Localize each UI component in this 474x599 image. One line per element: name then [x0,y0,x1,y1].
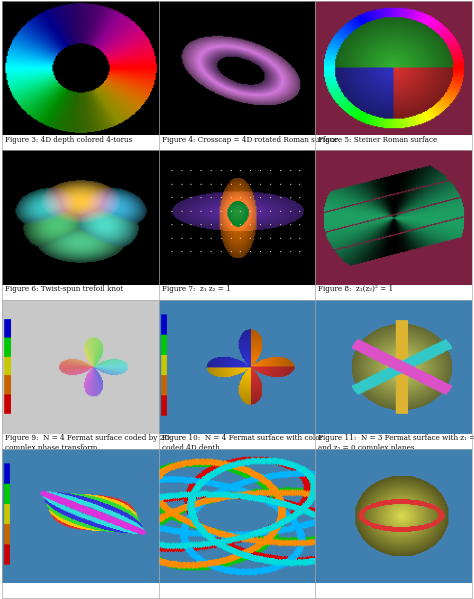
Text: Figure 10:  N = 4 Fermat surface with color
coded 4D depth: Figure 10: N = 4 Fermat surface with col… [162,434,323,452]
Text: Figure 3: 4D depth colored 4-torus: Figure 3: 4D depth colored 4-torus [6,136,133,144]
Text: Figure 4: Crosscap = 4D rotated Roman surface: Figure 4: Crosscap = 4D rotated Roman su… [162,136,338,144]
Text: Figure 7:  z₁ z₂ = 1: Figure 7: z₁ z₂ = 1 [162,285,231,294]
Text: Figure 11:  N = 3 Fermat surface with z₁ = 0
and z₂ = 0 complex planes: Figure 11: N = 3 Fermat surface with z₁ … [319,434,474,452]
Text: Figure 8:  z₁(z₂)² = 1: Figure 8: z₁(z₂)² = 1 [319,285,393,294]
Text: Figure 9:  N = 4 Fermat surface coded by 2D
complex phase transform: Figure 9: N = 4 Fermat surface coded by … [6,434,171,452]
Text: Figure 6: Twist-spun trefoil knot: Figure 6: Twist-spun trefoil knot [6,285,124,294]
Text: Figure 5: Steiner Roman surface: Figure 5: Steiner Roman surface [319,136,438,144]
